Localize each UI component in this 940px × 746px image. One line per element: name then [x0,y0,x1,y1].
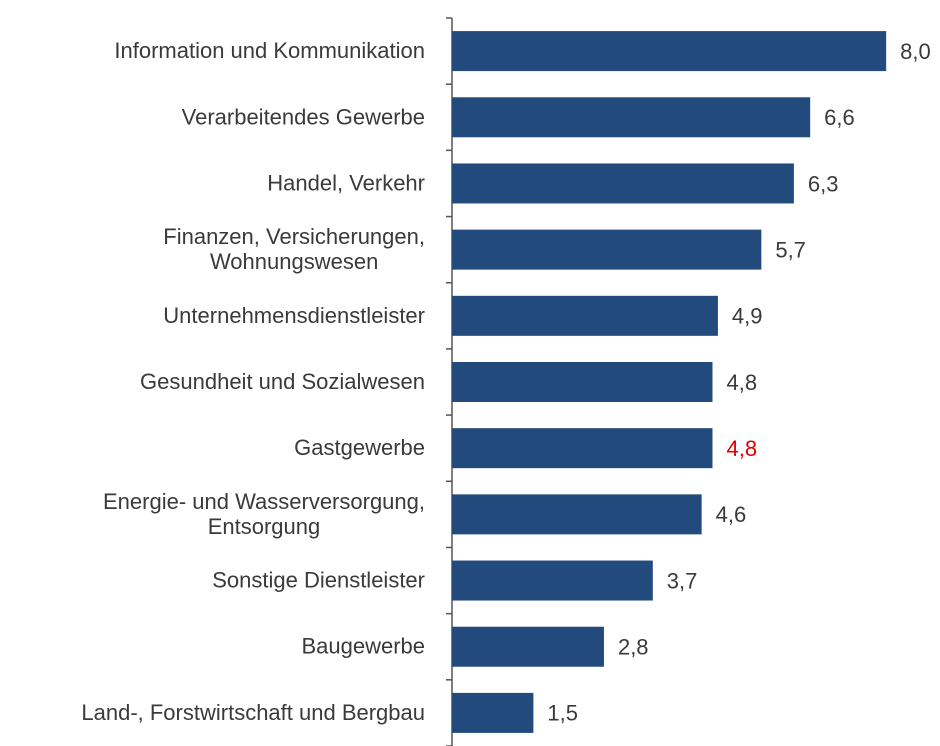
category-label-line: Information und Kommunikation [114,38,425,63]
category-label-line: Handel, Verkehr [267,170,425,195]
bar [452,31,887,72]
category-label-line: Sonstige Dienstleister [212,567,425,592]
category-label-line: Gastgewerbe [294,435,425,460]
bar [452,428,713,469]
category-label: Gastgewerbe [294,435,425,460]
value-label: 3,7 [667,568,698,593]
value-label: 4,6 [716,502,747,527]
bar [452,626,604,667]
category-label-line: Verarbeitendes Gewerbe [182,104,425,129]
category-label-line: Entsorgung [208,514,321,539]
category-label-line: Finanzen, Versicherungen, [163,224,425,249]
category-label-line: Baugewerbe [301,634,425,659]
value-label: 4,8 [726,436,757,461]
category-label-line: Wohnungswesen [210,249,378,274]
value-label: 4,8 [726,370,757,395]
bar [452,692,534,733]
category-label: Baugewerbe [301,634,425,659]
category-label: Unternehmensdienstleister [163,303,425,328]
value-label: 5,7 [775,237,806,262]
category-label-line: Unternehmensdienstleister [163,303,425,328]
category-label: Sonstige Dienstleister [212,567,425,592]
value-label: 8,0 [900,39,931,64]
value-label: 4,9 [732,304,763,329]
category-label: Energie- und Wasserversorgung, Entsorgung [103,489,425,539]
bar [452,362,713,402]
bar [452,163,794,204]
bar [452,295,718,336]
bar [452,229,762,270]
category-label-line: Land-, Forstwirtschaft und Bergbau [81,700,425,725]
bar [452,494,702,535]
value-label: 6,6 [824,105,855,130]
category-label: Handel, Verkehr [267,170,425,195]
category-label-line: Energie- und Wasserversorgung, [103,489,425,514]
value-label: 2,8 [618,635,649,660]
value-label: 1,5 [547,701,578,726]
bar [452,560,653,601]
category-label: Finanzen, Versicherungen, Wohnungswesen [163,224,425,274]
bar [452,97,811,138]
category-label: Gesundheit und Sozialwesen [140,369,425,394]
category-label: Information und Kommunikation [114,38,425,63]
category-label-line: Gesundheit und Sozialwesen [140,369,425,394]
category-label: Land-, Forstwirtschaft und Bergbau [81,700,425,725]
value-label: 6,3 [808,171,839,196]
category-label: Verarbeitendes Gewerbe [182,104,425,129]
